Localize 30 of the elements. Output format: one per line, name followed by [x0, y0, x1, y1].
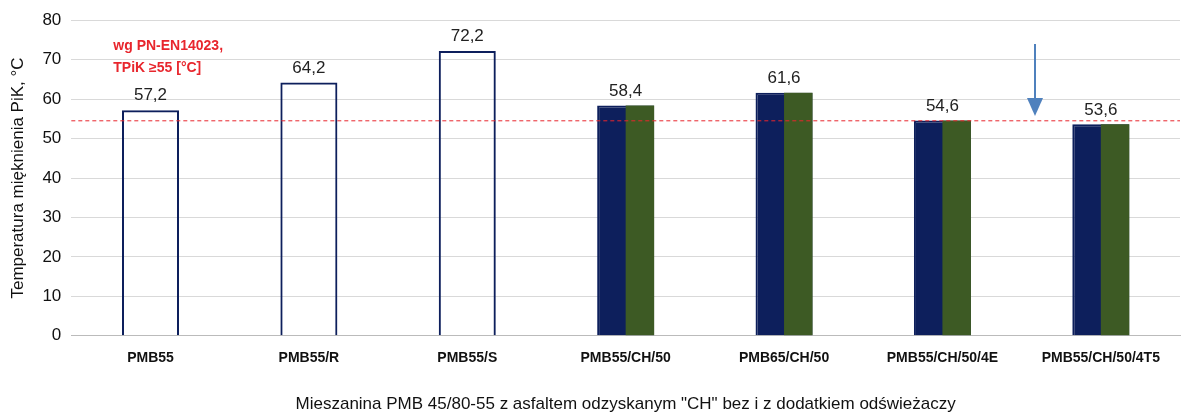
data-label: 58,4 [609, 80, 643, 100]
data-label: 57,2 [133, 85, 168, 105]
x-tick-label: PMB55/R [278, 349, 340, 366]
x-axis-title: Mieszanina PMB 45/80-55 z asfaltem odzyskanym "CH" bez i z dodatkiem odświeżaczy [295, 394, 957, 414]
y-tick-label: 0 [51, 325, 62, 345]
x-tick-label: PMB55/CH/50/4T5 [1041, 349, 1161, 366]
data-label: 64,2 [292, 57, 326, 77]
bar [784, 92, 813, 336]
bar [942, 120, 971, 336]
ref-line-label: wg PN-EN14023, TPiK ≥55 [°C] [112, 37, 224, 76]
x-tick-label: PMB55/S [437, 349, 498, 366]
y-axis-title: Temperatura mięknienia PiK, °C [7, 57, 27, 299]
y-tick-label: 30 [42, 207, 62, 227]
bar [1100, 124, 1130, 336]
y-tick-label: 20 [42, 246, 62, 266]
y-tick-label: 60 [42, 88, 62, 108]
x-tick-label: PMB55/CH/50/4E [886, 349, 999, 366]
data-label: 54,6 [925, 95, 959, 115]
x-tick-label: PMB55 [127, 349, 175, 366]
y-tick-label: 70 [42, 49, 62, 69]
data-label: 72,2 [450, 26, 484, 46]
y-tick-label: 10 [42, 286, 62, 306]
bar [625, 105, 655, 336]
x-tick-label: PMB55/CH/50 [580, 349, 671, 366]
y-tick-label: 80 [42, 9, 62, 29]
data-label: 53,6 [1084, 99, 1118, 119]
x-tick-label: PMB65/CH/50 [738, 349, 830, 366]
y-tick-label: 40 [42, 167, 62, 187]
data-label: 61,6 [767, 67, 801, 87]
y-tick-label: 50 [42, 128, 62, 148]
